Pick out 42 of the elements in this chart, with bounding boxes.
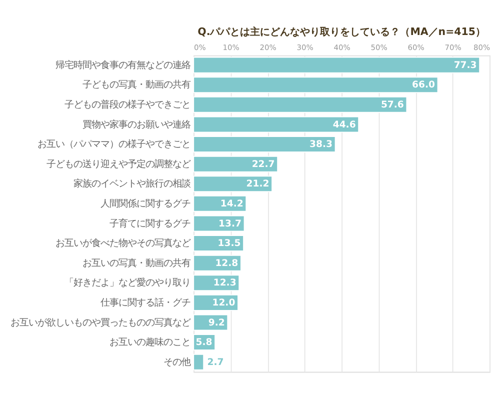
data-label: 77.3 bbox=[454, 60, 477, 71]
y-tick-label: 家族のイベントや旅行の相談 bbox=[73, 178, 190, 190]
x-tick-label: 70% bbox=[444, 43, 462, 52]
data-label: 12.8 bbox=[215, 258, 238, 269]
y-tick-label: その他 bbox=[163, 356, 190, 368]
y-tick-label: 帰宅時間や食事の有無などの連絡 bbox=[55, 60, 190, 71]
y-tick-label: 買物や家事のお願いや連絡 bbox=[82, 119, 190, 130]
y-tick-label: 子どもの送り迎えや予定の調整など bbox=[46, 158, 190, 170]
data-label: 22.7 bbox=[252, 158, 275, 170]
x-tick-label: 80% bbox=[473, 43, 490, 52]
chart-title: Q.パパとは主にどんなやり取りをしている？（MA／n=415） bbox=[198, 26, 486, 38]
data-label: 2.7 bbox=[207, 356, 224, 368]
data-label: 21.2 bbox=[246, 178, 270, 190]
data-label: 13.5 bbox=[218, 238, 241, 250]
y-tick-label: お互いの趣味のこと bbox=[109, 337, 190, 348]
data-label: 5.8 bbox=[196, 337, 212, 348]
y-tick-label: 仕事に関する話・グチ bbox=[100, 297, 190, 308]
data-label: 12.3 bbox=[213, 278, 236, 289]
y-tick-label: 「好きだよ」など愛のやり取り bbox=[64, 278, 190, 289]
data-label: 57.6 bbox=[380, 99, 404, 110]
y-tick-label: 子育てに関するグチ bbox=[109, 218, 190, 230]
data-label: 38.3 bbox=[310, 139, 332, 150]
data-label: 9.2 bbox=[208, 317, 225, 328]
y-tick-label: 人間関係に関するグチ bbox=[100, 198, 190, 210]
x-tick-label: 10% bbox=[222, 43, 240, 52]
y-tick-label: お互いが食べた物やその写真など bbox=[55, 238, 190, 250]
y-tick-label: 子どもの写真・動画の共有 bbox=[82, 80, 190, 91]
y-tick-label: お互いの写真・動画の共有 bbox=[82, 258, 190, 269]
data-label: 13.7 bbox=[218, 218, 242, 230]
data-label: 12.0 bbox=[212, 297, 236, 308]
y-tick-label: 子どもの普段の様子やできごと bbox=[64, 99, 190, 110]
data-label: 14.2 bbox=[220, 198, 244, 210]
x-tick-label: 60% bbox=[408, 43, 424, 52]
x-tick-label: 0% bbox=[194, 43, 206, 52]
x-tick-label: 50% bbox=[370, 43, 388, 52]
x-tick-label: 40% bbox=[334, 43, 350, 52]
data-label: 44.6 bbox=[332, 119, 356, 130]
x-tick-label: 20% bbox=[260, 43, 276, 52]
y-tick-label: お互い（パパママ）の様子やできごと bbox=[37, 139, 190, 150]
x-tick-label: 30% bbox=[296, 43, 314, 52]
y-tick-label: お互いが欲しいものや買ったものの写真など bbox=[10, 317, 190, 328]
data-label: 66.0 bbox=[412, 80, 436, 91]
